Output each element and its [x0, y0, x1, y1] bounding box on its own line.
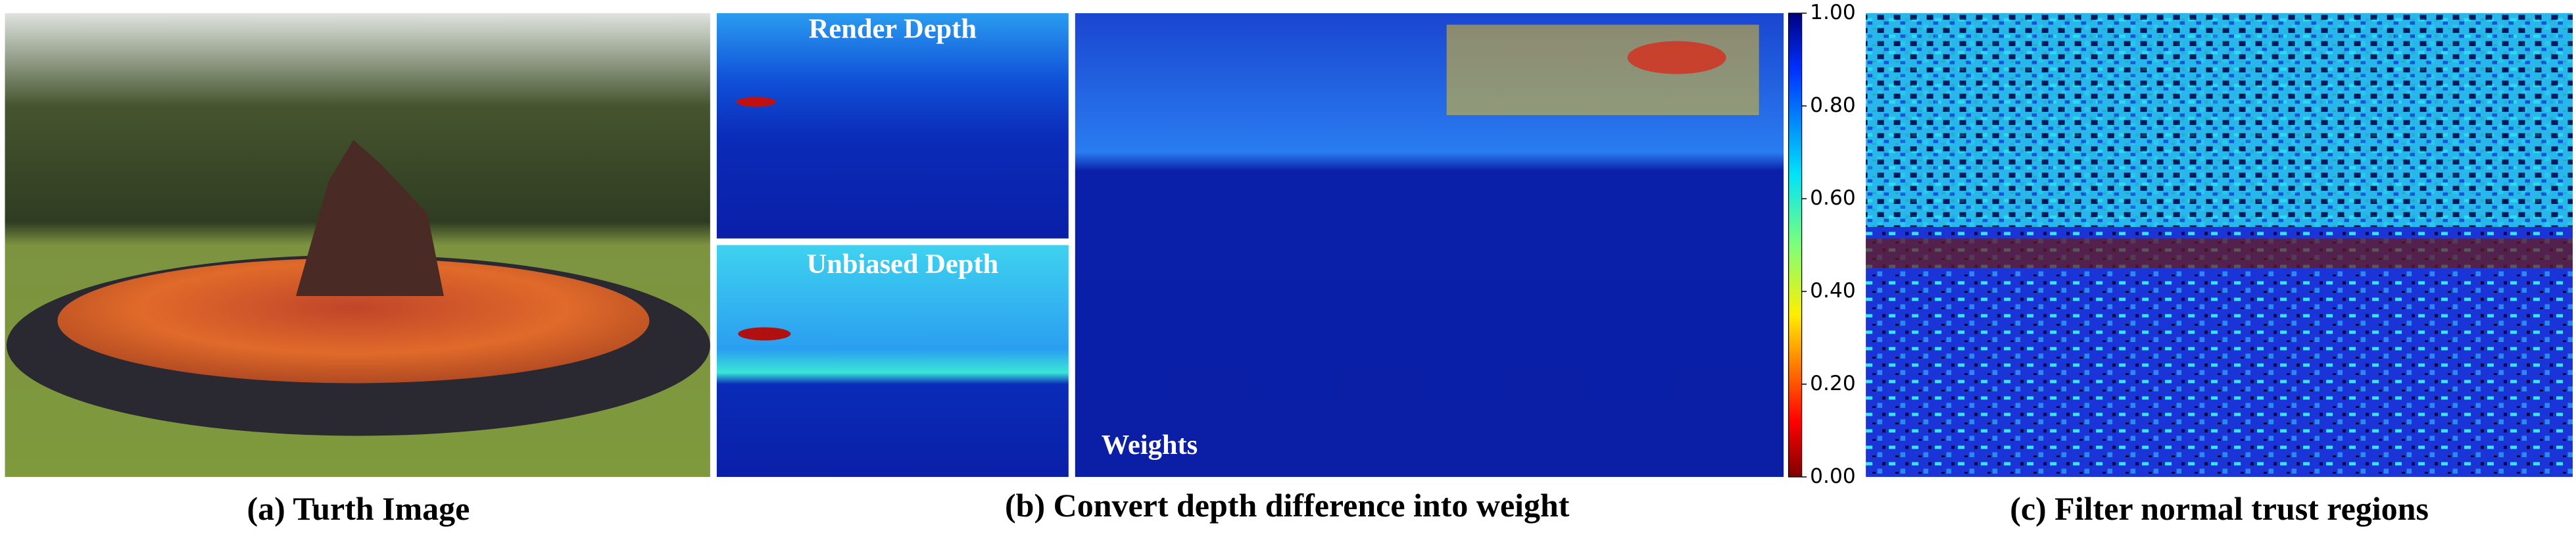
colorbar-tick-label: 0.00	[1810, 464, 1856, 488]
colorbar-ticks: 1.00 0.80 0.60 0.40 0.20 0.00	[1801, 1, 1856, 488]
caption: (a) Turth Image	[247, 490, 470, 527]
colorbar	[1788, 12, 1803, 478]
trust-band	[1866, 238, 2573, 268]
colorbar-tick-label: 0.20	[1810, 372, 1856, 395]
colorbar-tick-label: 0.40	[1810, 279, 1856, 303]
caption: (c) Filter normal trust regions	[2010, 490, 2429, 527]
colorbar-tick-label: 0.60	[1810, 186, 1856, 210]
caption: (b) Convert depth difference into weight	[1005, 487, 1570, 524]
render-depth-image	[716, 13, 1069, 239]
colorbar-tick-label: 0.80	[1810, 93, 1856, 117]
truth-image	[5, 13, 710, 477]
weights-hot-region	[1627, 41, 1726, 74]
render-depth-label: Render Depth	[809, 14, 977, 45]
trust-image-top	[1866, 13, 2573, 228]
unbiased-depth-label: Unbiased Depth	[807, 249, 999, 280]
colorbar-tick-label: 1.00	[1810, 1, 1856, 24]
depth-spot	[736, 97, 776, 107]
weights-hot-region	[1446, 24, 1759, 116]
unbiased-depth-image	[716, 245, 1069, 477]
weights-label: Weights	[1102, 430, 1198, 461]
depth-spot	[738, 327, 791, 341]
